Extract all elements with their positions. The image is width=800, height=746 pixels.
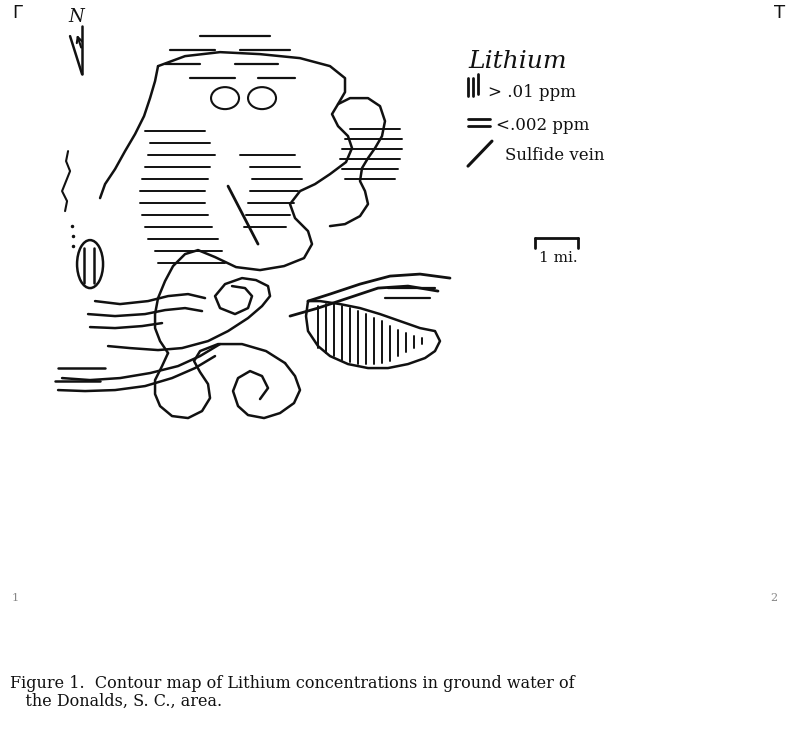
Text: 2: 2 — [770, 593, 777, 603]
Text: the Donalds, S. C., area.: the Donalds, S. C., area. — [10, 693, 222, 710]
Text: <.002 ppm: <.002 ppm — [496, 117, 590, 134]
Text: > .01 ppm: > .01 ppm — [488, 84, 576, 101]
Text: T: T — [774, 4, 785, 22]
Text: Figure 1.  Contour map of Lithium concentrations in ground water of: Figure 1. Contour map of Lithium concent… — [10, 675, 574, 692]
Text: Lithium: Lithium — [468, 50, 566, 73]
Text: Γ: Γ — [12, 4, 22, 22]
Text: 1: 1 — [12, 593, 19, 603]
Text: 1 mi.: 1 mi. — [539, 251, 578, 265]
Text: Sulfide vein: Sulfide vein — [505, 147, 605, 164]
Text: N: N — [68, 8, 84, 26]
